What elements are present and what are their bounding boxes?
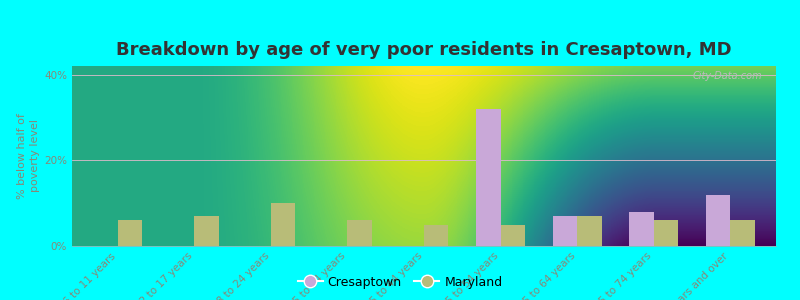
Bar: [271, 203, 295, 246]
Bar: [730, 220, 754, 246]
Y-axis label: % below half of
poverty level: % below half of poverty level: [17, 113, 40, 199]
Legend: Cresaptown, Maryland: Cresaptown, Maryland: [293, 271, 507, 294]
Bar: [577, 216, 602, 246]
Bar: [501, 225, 525, 246]
Title: Breakdown by age of very poor residents in Cresaptown, MD: Breakdown by age of very poor residents …: [116, 41, 732, 59]
Bar: [629, 212, 654, 246]
Bar: [424, 225, 449, 246]
Bar: [194, 216, 219, 246]
Bar: [706, 195, 730, 246]
Bar: [118, 220, 142, 246]
Bar: [654, 220, 678, 246]
Bar: [476, 109, 501, 246]
Text: City-Data.com: City-Data.com: [692, 71, 762, 81]
Bar: [553, 216, 577, 246]
Bar: [347, 220, 372, 246]
